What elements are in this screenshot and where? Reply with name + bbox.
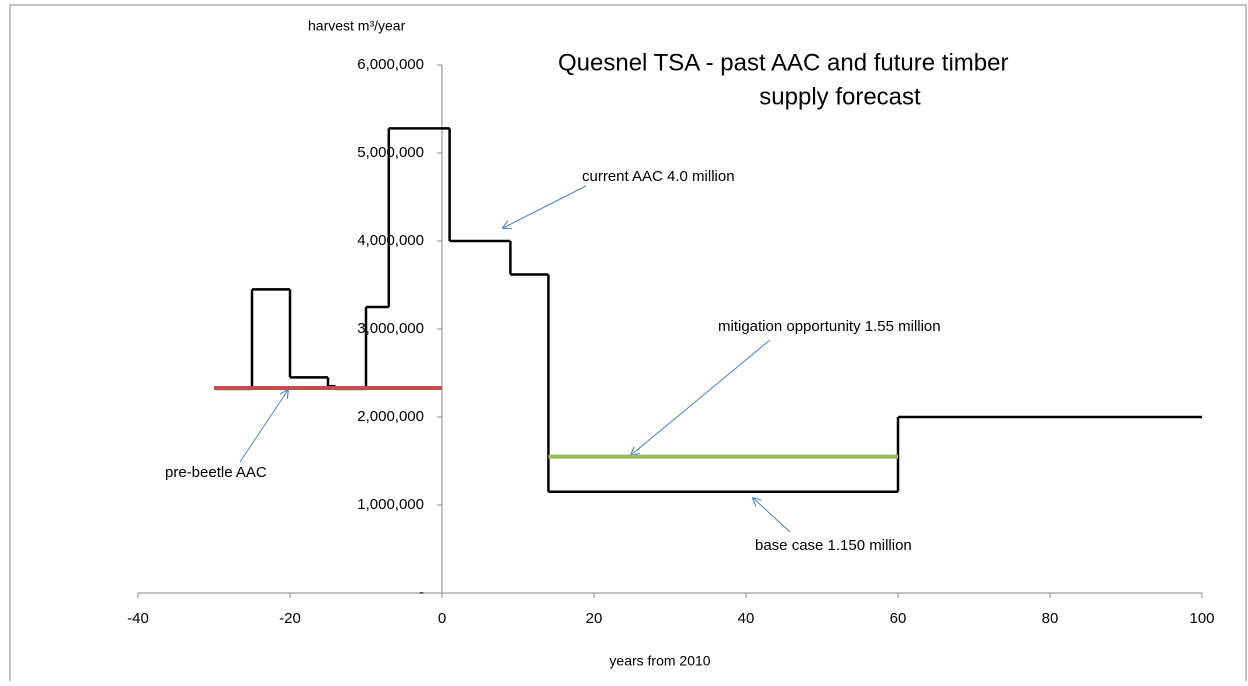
chart-title: Quesnel TSA - past AAC and future timber <box>558 49 1008 76</box>
arrow <box>631 339 771 455</box>
y-tick-label: 5,000,000 <box>357 144 424 161</box>
annotation: pre-beetle AAC <box>165 464 267 481</box>
x-axis-label: years from 2010 <box>609 653 710 669</box>
chart-border <box>9 4 1247 686</box>
x-tick-label: 0 <box>438 610 446 627</box>
x-tick-label: 100 <box>1189 610 1214 627</box>
annotation: current AAC 4.0 million <box>582 168 735 185</box>
annotation: mitigation opportunity 1.55 million <box>718 318 941 335</box>
y-tick-label: 6,000,000 <box>357 56 424 73</box>
arrow <box>753 498 791 533</box>
x-tick-label: -40 <box>127 610 149 627</box>
y-tick-label: 2,000,000 <box>357 408 424 425</box>
y-axis-label: harvest m³/year <box>308 18 406 34</box>
x-tick-label: 80 <box>1042 610 1059 627</box>
y-tick-label: 4,000,000 <box>357 232 424 249</box>
annotation: base case 1.150 million <box>755 537 912 554</box>
y-tick-label: 3,000,000 <box>357 320 424 337</box>
annotation-arrows <box>239 185 791 533</box>
x-tick-label: 60 <box>890 610 907 627</box>
chart-title: supply forecast <box>759 83 921 110</box>
x-tick-label: -20 <box>279 610 301 627</box>
arrow <box>503 185 587 228</box>
y-tick-label: - <box>419 584 424 601</box>
y-tick-label: 1,000,000 <box>357 496 424 513</box>
x-tick-label: 20 <box>586 610 603 627</box>
arrow <box>239 390 288 463</box>
x-tick-label: 40 <box>738 610 755 627</box>
